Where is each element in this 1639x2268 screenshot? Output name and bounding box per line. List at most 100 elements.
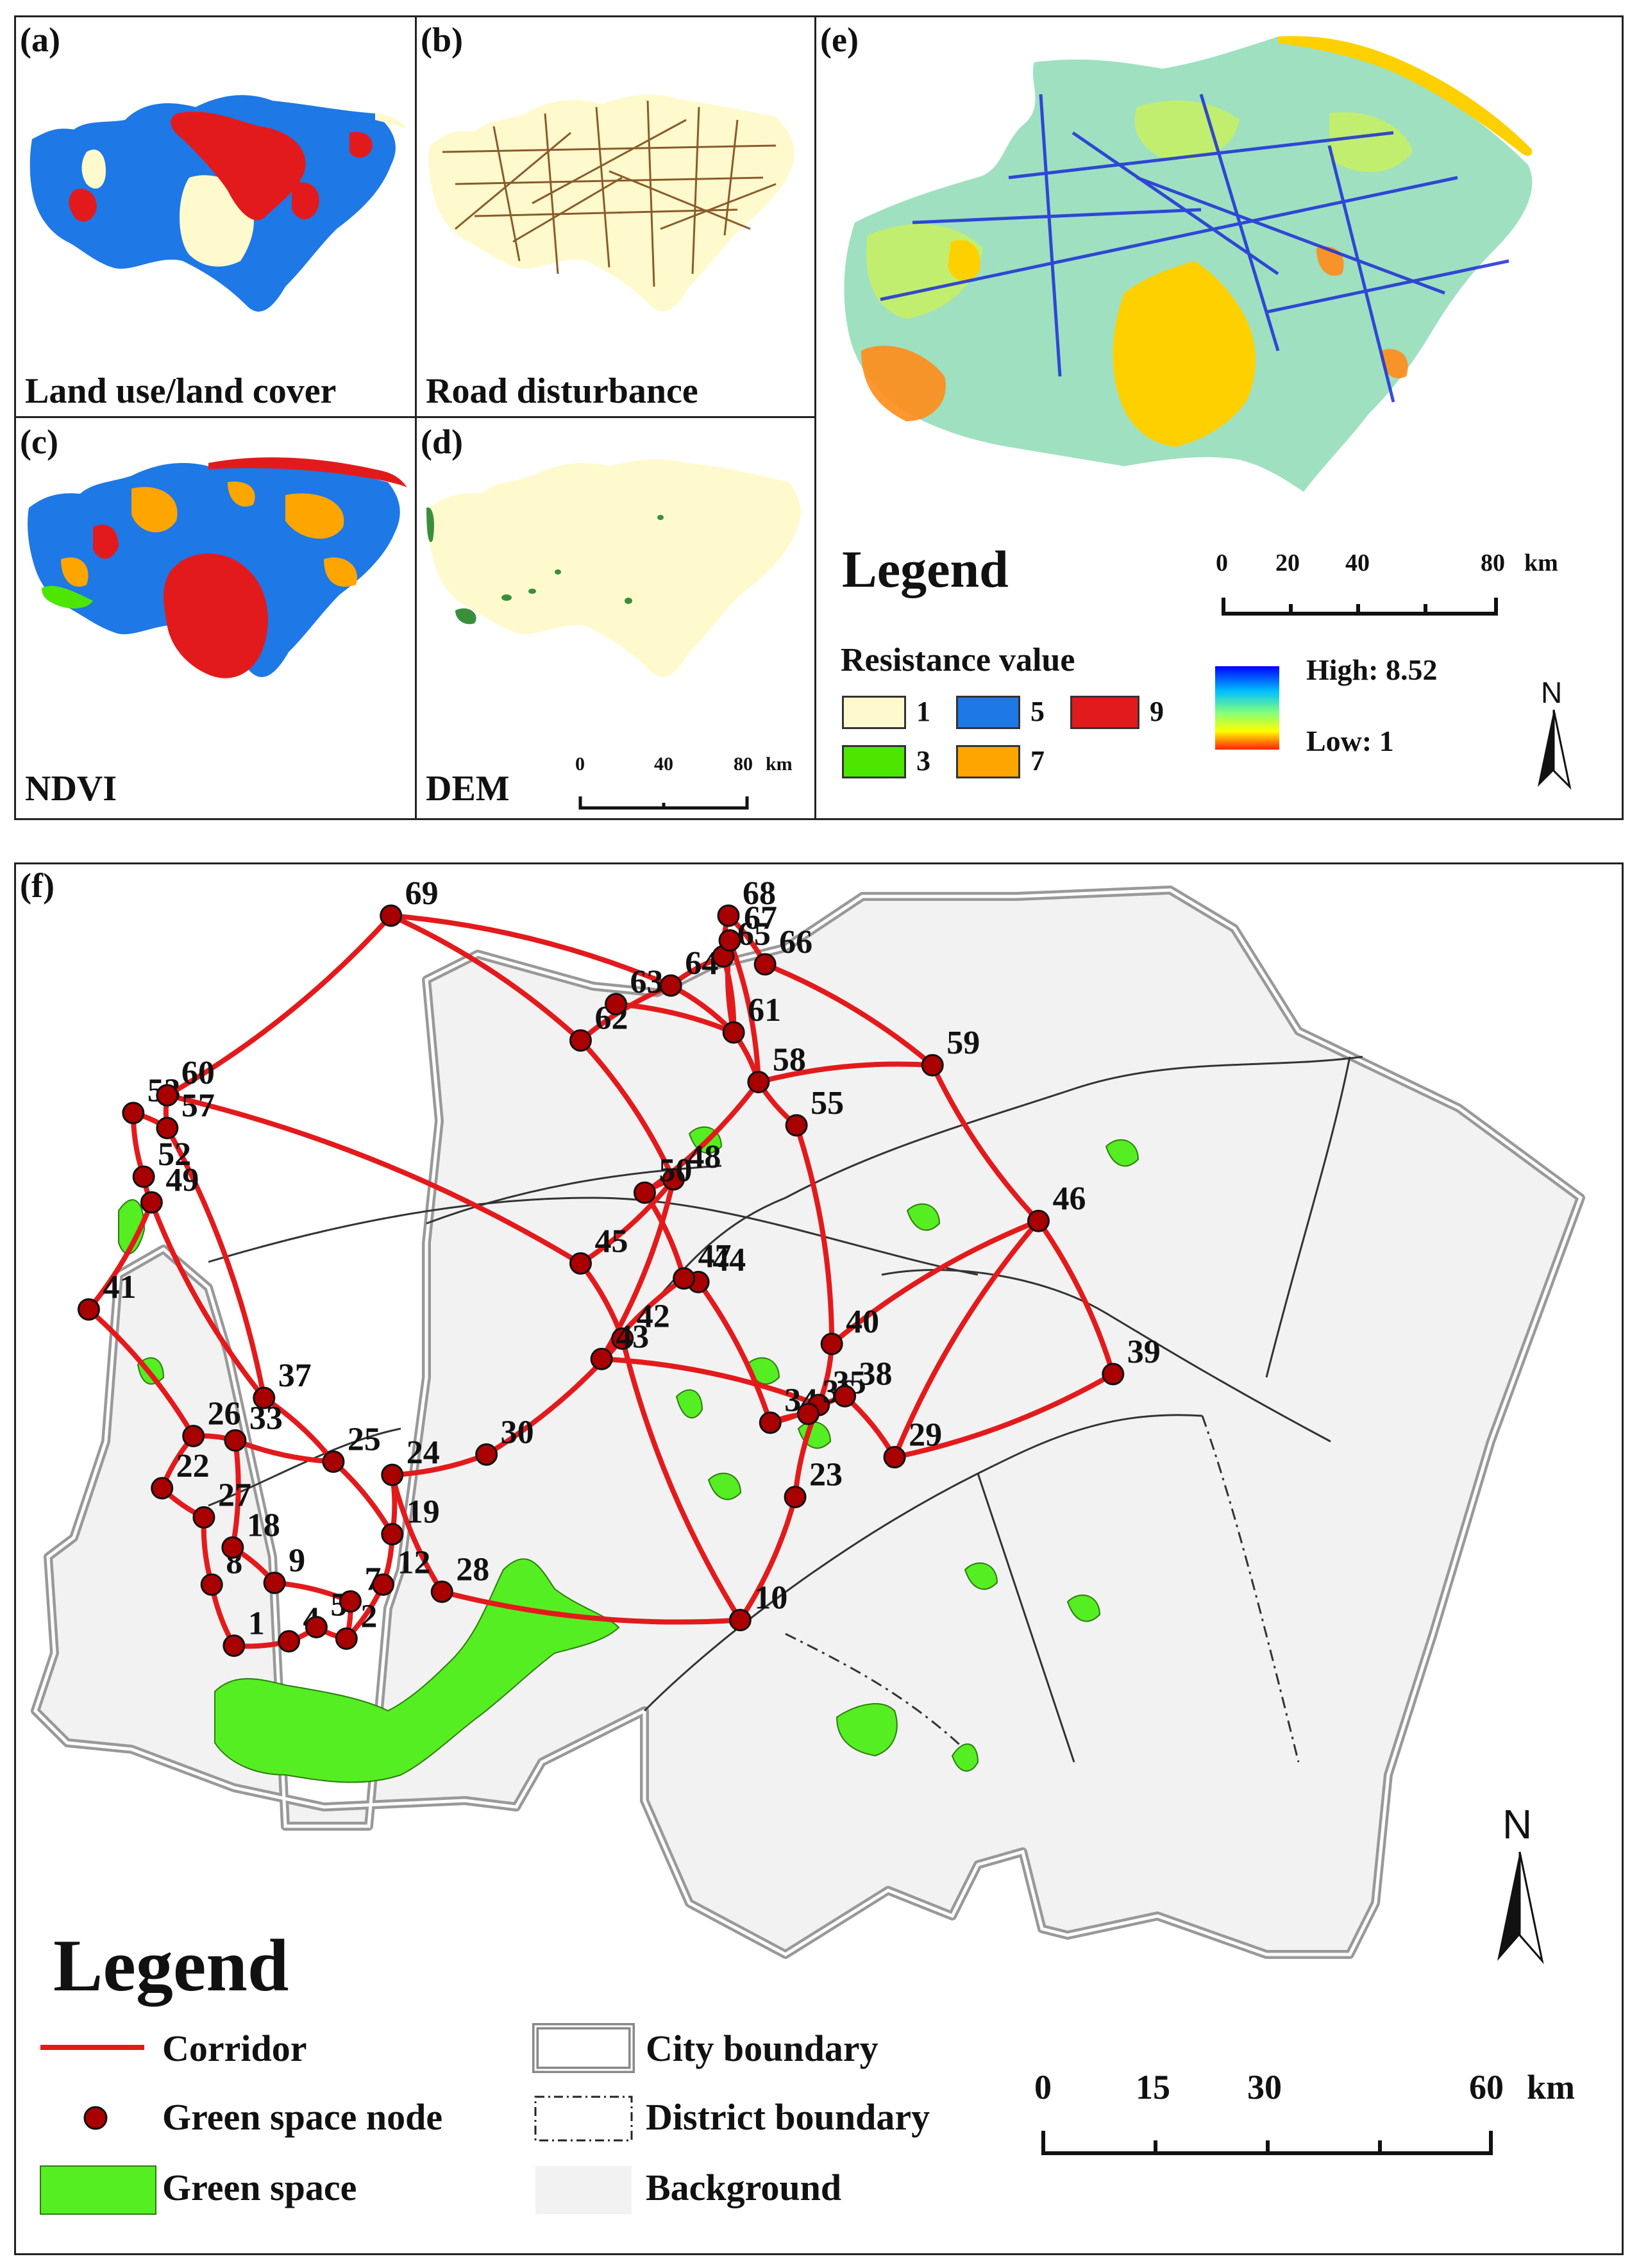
node-label-27: 27: [218, 1477, 251, 1513]
gradient-low-label: Low: 1: [1306, 725, 1394, 757]
green-space-node-38: [834, 1384, 857, 1407]
corridor-10-28: [439, 1589, 743, 1625]
panel-c-title: NDVI: [25, 769, 117, 809]
green-space-node-33: [224, 1429, 247, 1452]
green-space-node-58: [747, 1070, 770, 1093]
green-space-node-10: [728, 1608, 752, 1631]
green-space-node-66: [753, 953, 777, 976]
panel-d-scale-0: 0: [575, 753, 585, 775]
node-label-60: 60: [181, 1055, 215, 1091]
class-label-7: 7: [1030, 745, 1045, 777]
class-label-1: 1: [916, 696, 930, 727]
panel-e-scale-20: 20: [1275, 550, 1300, 576]
green-space-node-25: [322, 1450, 345, 1473]
node-label-23: 23: [809, 1457, 843, 1493]
green-space-node-12: [371, 1573, 394, 1596]
corridor-58-50: [642, 1079, 761, 1195]
corridor-28-24: [389, 1472, 445, 1595]
node-label-29: 29: [909, 1417, 942, 1454]
panel-e-legend-title: Legend: [842, 540, 1009, 598]
node-label-52: 52: [158, 1136, 191, 1173]
node-label-9: 9: [289, 1543, 305, 1579]
node-label-28: 28: [456, 1551, 489, 1588]
green-space-node-37: [253, 1386, 276, 1409]
corridor-29-46: [892, 1218, 1041, 1460]
panel-c-ndvi: (c) NDVI: [14, 416, 417, 820]
node-label-30: 30: [501, 1414, 534, 1450]
panel-f-scale-30: 30: [1247, 2068, 1282, 2106]
panel-d-title: DEM: [426, 769, 510, 809]
corridor-25-33: [232, 1438, 336, 1465]
node-label-10: 10: [754, 1579, 787, 1616]
legend-corridor-label: Corridor: [162, 2028, 307, 2069]
class-swatch-5: [956, 696, 1020, 729]
panel-f-scale-15: 15: [1136, 2068, 1170, 2106]
node-label-24: 24: [407, 1434, 440, 1471]
panel-f-scale-0: 0: [1034, 2068, 1052, 2106]
corridor-30-24: [389, 1452, 489, 1478]
panel-d-tag: (d): [421, 423, 463, 461]
green-space-node-19: [381, 1523, 404, 1546]
green-space-node-42: [611, 1327, 634, 1350]
corridor-37-49: [149, 1200, 267, 1401]
corridor-66-59: [762, 961, 936, 1068]
panel-e-resistance: (e) Legend 0 20 40 80 km Resistance valu…: [814, 15, 1624, 820]
green-space-node-28: [430, 1580, 453, 1603]
green-space-node-45: [569, 1252, 592, 1275]
green-space-node-1: [223, 1634, 246, 1657]
green-space-node-48: [662, 1168, 685, 1191]
node-label-25: 25: [348, 1421, 381, 1457]
green-space-node-39: [1102, 1363, 1125, 1386]
node-label-68: 68: [743, 875, 776, 912]
panel-f-network: 1245789101218192223242526272829303334353…: [14, 862, 1624, 2255]
green-space-node-27: [192, 1506, 215, 1529]
corridor-33-18: [230, 1438, 241, 1550]
legend-city-label: City boundary: [646, 2028, 878, 2069]
green-space-node-60: [156, 1084, 179, 1107]
corridor-69-64: [388, 913, 674, 989]
green-space-node-40: [820, 1332, 843, 1356]
node-label-57: 57: [181, 1088, 215, 1124]
node-label-12: 12: [397, 1544, 430, 1581]
class-swatch-9: [1070, 696, 1139, 729]
green-space-node-18: [221, 1536, 244, 1559]
panel-b-tag: (b): [421, 21, 463, 59]
node-label-41: 41: [103, 1269, 136, 1306]
ecological-network-map: 1245789101218192223242526272829303334353…: [31, 875, 1585, 2215]
corridor-57-37: [164, 1125, 267, 1401]
node-label-69: 69: [405, 875, 439, 912]
landuse-map: [29, 95, 407, 312]
green-space-node-62: [569, 1029, 592, 1052]
node-label-67: 67: [744, 900, 777, 937]
corridor-58-59: [755, 1061, 936, 1085]
node-label-46: 46: [1052, 1180, 1086, 1217]
green-space-node-26: [182, 1424, 205, 1447]
node-label-61: 61: [748, 992, 781, 1029]
corridor-41-26: [86, 1307, 196, 1439]
panel-e-north-label: N: [1541, 676, 1563, 709]
green-space-patches: [118, 1126, 1139, 1783]
green-space-node-46: [1027, 1209, 1050, 1232]
panel-f-tag: (f): [20, 866, 55, 905]
green-space-node-64: [659, 974, 682, 997]
panel-e-tag: (e): [820, 21, 859, 59]
green-space-node-67: [718, 929, 741, 952]
corridor-55-40: [794, 1123, 835, 1347]
corridor-23-10: [737, 1494, 798, 1623]
panel-d-scale-40: 40: [654, 753, 673, 775]
green-space-node-29: [883, 1446, 906, 1469]
panel-f-scale-unit: km: [1527, 2068, 1576, 2106]
corridor-69-62: [388, 913, 584, 1043]
panel-d-scale-unit: km: [766, 753, 793, 775]
panel-e-scale-80: 80: [1481, 550, 1505, 576]
green-space-node-68: [717, 904, 740, 927]
green-space-node-53: [122, 1102, 145, 1125]
panel-b-roads: (b) Road disturbance: [415, 15, 816, 418]
node-label-59: 59: [946, 1025, 980, 1061]
corridor-39-29: [892, 1371, 1116, 1460]
green-space-node-34: [759, 1411, 782, 1434]
resistance-value-title: Resistance value: [841, 642, 1075, 678]
green-space-node-43: [590, 1347, 613, 1370]
corridor-10-42: [619, 1336, 743, 1623]
green-space-nodes: 1245789101218192223242526272829303334353…: [77, 875, 1161, 1657]
